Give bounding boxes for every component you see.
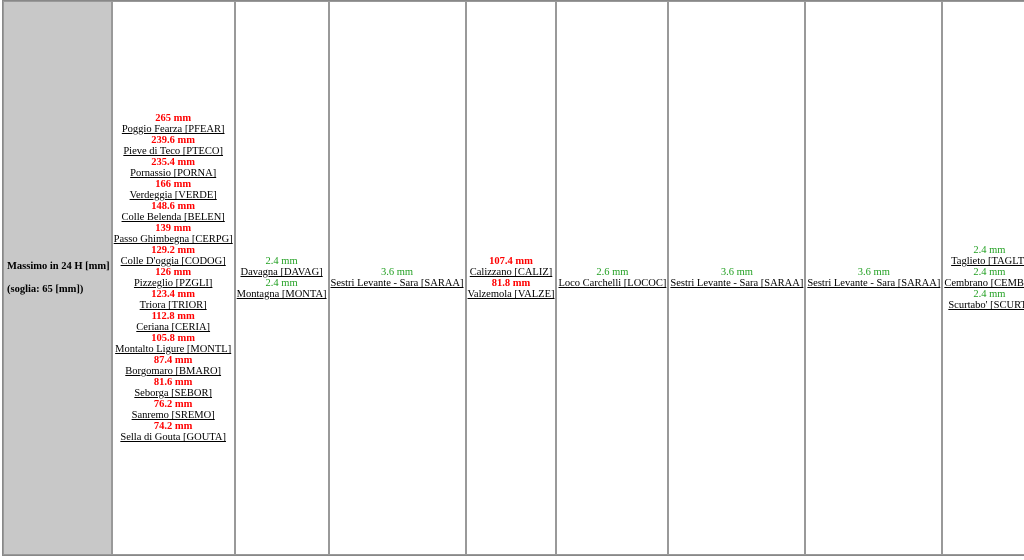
rain-value: 2.6 mm: [596, 267, 629, 278]
station-cell: 3.6 mm Sestri Levante - Sara [SARAA]: [805, 1, 943, 555]
rain-value: 112.8 mm: [151, 311, 195, 322]
rain-value: 239.6 mm: [151, 135, 196, 146]
station-entry: 76.2 mm Sanremo [SREMO]: [114, 399, 233, 421]
station-link[interactable]: Borgomaro [BMARO]: [125, 366, 222, 377]
station-entry: 112.8 mm Ceriana [CERIA]: [114, 311, 233, 333]
station-cell: 2.6 mm Loco Carchelli [LOCOC]: [556, 1, 669, 555]
station-cell: 265 mm Poggio Fearza [PFEAR] 239.6 mm Pieve…: [111, 1, 235, 555]
rain-value: 2.4 mm: [973, 245, 1006, 256]
row-header: Massimo in 24 H [mm] (soglia: 65 [mm]): [3, 1, 112, 555]
station-entry: 148.6 mm Colle Belenda [BELEN]: [114, 201, 233, 223]
rain-value: 2.4 mm: [973, 289, 1006, 300]
rain-value: 235.4 mm: [151, 157, 196, 168]
rain-value: 2.4 mm: [265, 256, 298, 267]
station-entry: 139 mm Passo Ghimbegna [CERPG]: [114, 223, 233, 245]
station-entry: 123.4 mm Triora [TRIOR]: [114, 289, 233, 311]
rain-value: 126 mm: [155, 267, 192, 278]
station-link[interactable]: Pizzeglio [PZGLI]: [133, 278, 213, 289]
station-cell: 107.4 mm Calizzano [CALIZ] 81.8 mm Valzemol…: [465, 1, 557, 555]
rain-value: 123.4 mm: [151, 289, 196, 300]
station-entry: 107.4 mm Calizzano [CALIZ]: [468, 256, 555, 278]
station-link[interactable]: Cembrano [CEMBR]: [944, 278, 1024, 289]
station-cell: 3.6 mm Sestri Levante - Sara [SARAA]: [668, 1, 806, 555]
station-entry: 2.4 mm Taglieto [TAGLT]: [944, 245, 1024, 267]
station-link[interactable]: Scurtabo' [SCURT]: [948, 300, 1024, 311]
station-entry: 74.2 mm Sella di Gouta [GOUTA]: [114, 421, 233, 443]
table-row: Massimo in 24 H [mm] (soglia: 65 [mm]) 2…: [3, 1, 1024, 555]
station-entry: 105.8 mm Montalto Ligure [MONTL]: [114, 333, 233, 355]
station-entry: 126 mm Pizzeglio [PZGLI]: [114, 267, 233, 289]
station-link[interactable]: Sestri Levante - Sara [SARAA]: [807, 278, 941, 289]
rain-value: 148.6 mm: [151, 201, 196, 212]
station-cell: 2.4 mm Taglieto [TAGLT] 2.4 mm Cembrano [CE…: [942, 1, 1024, 555]
rain-value: 129.2 mm: [151, 245, 196, 256]
rain-value: 3.6 mm: [720, 267, 753, 278]
station-entry: 2.4 mm Davagna [DAVAG]: [237, 256, 327, 278]
station-entry: 3.6 mm Sestri Levante - Sara [SARAA]: [807, 267, 940, 289]
station-entry: 87.4 mm Borgomaro [BMARO]: [114, 355, 233, 377]
station-entry: 2.6 mm Loco Carchelli [LOCOC]: [558, 267, 666, 289]
rain-value: 87.4 mm: [153, 355, 193, 366]
station-entry: 3.6 mm Sestri Levante - Sara [SARAA]: [670, 267, 803, 289]
station-entry: 239.6 mm Pieve di Teco [PTECO]: [114, 135, 233, 157]
station-entry: 235.4 mm Pornassio [PORNA]: [114, 157, 233, 179]
rain-value: 76.2 mm: [153, 399, 193, 410]
rain-value: 2.4 mm: [973, 267, 1006, 278]
rain-value: 107.4 mm: [489, 256, 533, 267]
station-link[interactable]: Colle D'oggia [CODOG]: [120, 256, 226, 267]
station-entry: 81.8 mm Valzemola [VALZE]: [468, 278, 555, 300]
station-link[interactable]: Taglieto [TAGLT]: [951, 256, 1024, 267]
rain-value: 74.2 mm: [153, 421, 193, 432]
rain-value: 265 mm: [155, 113, 192, 124]
station-link[interactable]: Loco Carchelli [LOCOC]: [558, 278, 667, 289]
station-link[interactable]: Montalto Ligure [MONTL]: [115, 344, 232, 355]
station-link[interactable]: Sella di Gouta [GOUTA]: [120, 432, 226, 443]
station-link[interactable]: Davagna [DAVAG]: [240, 267, 323, 278]
row-title: Massimo in 24 H [mm]: [7, 261, 110, 272]
station-link[interactable]: Seborga [SEBOR]: [134, 388, 213, 399]
station-link[interactable]: Colle Belenda [BELEN]: [121, 212, 225, 223]
station-link[interactable]: Sanremo [SREMO]: [131, 410, 215, 421]
station-link[interactable]: Valzemola [VALZE]: [467, 289, 555, 300]
station-link[interactable]: Passo Ghimbegna [CERPG]: [113, 234, 233, 245]
station-link[interactable]: Verdeggia [VERDE]: [129, 190, 217, 201]
station-entry: 3.6 mm Sestri Levante - Sara [SARAA]: [331, 267, 464, 289]
rain-value: 139 mm: [155, 223, 192, 234]
rain-value: 81.6 mm: [153, 377, 193, 388]
station-entry: 166 mm Verdeggia [VERDE]: [114, 179, 233, 201]
station-entry: 265 mm Poggio Fearza [PFEAR]: [114, 113, 233, 135]
rain-value: 105.8 mm: [151, 333, 196, 344]
rain-value: 2.4 mm: [265, 278, 298, 289]
rain-value: 3.6 mm: [857, 267, 890, 278]
station-link[interactable]: Sestri Levante - Sara [SARAA]: [330, 278, 464, 289]
station-entry: 2.4 mm Montagna [MONTA]: [237, 278, 327, 300]
station-entry: 2.4 mm Scurtabo' [SCURT]: [944, 289, 1024, 311]
rain-value: 166 mm: [155, 179, 192, 190]
row-threshold: (soglia: 65 [mm]): [7, 284, 84, 295]
station-link[interactable]: Poggio Fearza [PFEAR]: [121, 124, 225, 135]
station-entry: 129.2 mm Colle D'oggia [CODOG]: [114, 245, 233, 267]
station-cell: 3.6 mm Sestri Levante - Sara [SARAA]: [328, 1, 466, 555]
rain-value: 81.8 mm: [491, 278, 531, 289]
station-link[interactable]: Sestri Levante - Sara [SARAA]: [670, 278, 804, 289]
station-link[interactable]: Pornassio [PORNA]: [130, 168, 217, 179]
station-link[interactable]: Ceriana [CERIA]: [136, 322, 211, 333]
station-link[interactable]: Montagna [MONTA]: [236, 289, 327, 300]
station-link[interactable]: Pieve di Teco [PTECO]: [123, 146, 224, 157]
station-link[interactable]: Calizzano [CALIZ]: [469, 267, 553, 278]
station-entry: 81.6 mm Seborga [SEBOR]: [114, 377, 233, 399]
station-cell: 2.4 mm Davagna [DAVAG] 2.4 mm Montagna [MON…: [234, 1, 329, 555]
station-link[interactable]: Triora [TRIOR]: [139, 300, 207, 311]
rain-value: 3.6 mm: [380, 267, 414, 278]
